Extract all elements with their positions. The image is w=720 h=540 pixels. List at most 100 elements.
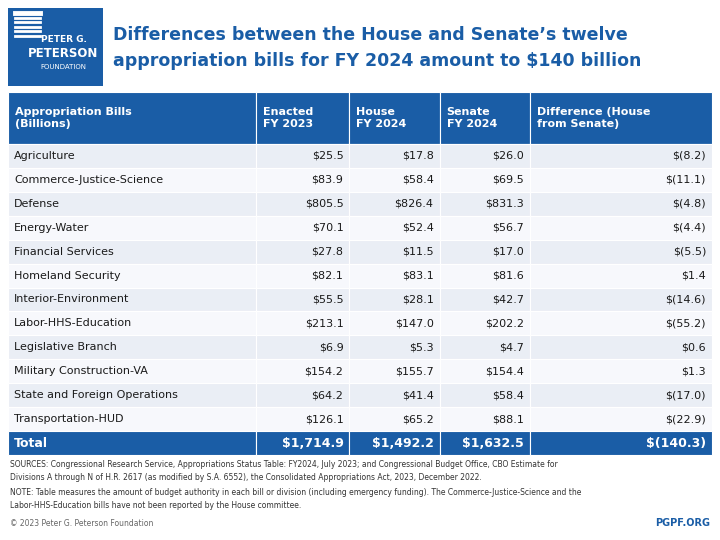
Text: $(5.5): $(5.5) (672, 247, 706, 256)
Text: $805.5: $805.5 (305, 199, 343, 209)
Text: $58.4: $58.4 (492, 390, 523, 400)
Text: $83.9: $83.9 (312, 175, 343, 185)
Text: Military Construction-VA: Military Construction-VA (14, 366, 148, 376)
Bar (256, 312, 349, 335)
Bar (530, 359, 712, 383)
Bar (349, 287, 439, 312)
Bar (349, 240, 439, 264)
Text: $(14.6): $(14.6) (665, 294, 706, 305)
Bar (530, 168, 712, 192)
Text: $6.9: $6.9 (319, 342, 343, 352)
Text: Total: Total (14, 436, 48, 449)
Bar (349, 312, 439, 335)
Text: $147.0: $147.0 (395, 319, 433, 328)
Bar (349, 192, 439, 216)
Text: $1.3: $1.3 (681, 366, 706, 376)
Bar (349, 407, 439, 431)
Bar (439, 312, 530, 335)
Text: $126.1: $126.1 (305, 414, 343, 424)
Text: $1,714.9: $1,714.9 (282, 436, 343, 449)
Bar (256, 359, 349, 383)
Text: $826.4: $826.4 (395, 199, 433, 209)
Text: $70.1: $70.1 (312, 222, 343, 233)
Text: $154.4: $154.4 (485, 366, 523, 376)
Text: $17.0: $17.0 (492, 247, 523, 256)
Text: Difference (House
from Senate): Difference (House from Senate) (536, 107, 650, 129)
Bar (8, 240, 256, 264)
Bar (8, 144, 256, 168)
Text: $52.4: $52.4 (402, 222, 433, 233)
Bar (439, 168, 530, 192)
Text: $58.4: $58.4 (402, 175, 433, 185)
Text: $(22.9): $(22.9) (665, 414, 706, 424)
Bar (8, 168, 256, 192)
Text: $154.2: $154.2 (305, 366, 343, 376)
Text: $155.7: $155.7 (395, 366, 433, 376)
Bar (530, 240, 712, 264)
Bar (439, 431, 530, 455)
Text: Senate
FY 2024: Senate FY 2024 (446, 107, 497, 129)
Bar (256, 264, 349, 287)
Bar (256, 383, 349, 407)
Text: $831.3: $831.3 (485, 199, 523, 209)
Bar (8, 264, 256, 287)
Text: $(11.1): $(11.1) (665, 175, 706, 185)
Bar (439, 359, 530, 383)
Bar (8, 287, 256, 312)
Text: $11.5: $11.5 (402, 247, 433, 256)
Bar (439, 335, 530, 359)
Text: $88.1: $88.1 (492, 414, 523, 424)
Text: $(4.8): $(4.8) (672, 199, 706, 209)
Text: $213.1: $213.1 (305, 319, 343, 328)
Text: PETERSON: PETERSON (28, 47, 99, 60)
Text: $25.5: $25.5 (312, 151, 343, 161)
Text: $56.7: $56.7 (492, 222, 523, 233)
Text: $1.4: $1.4 (681, 271, 706, 281)
Text: Commerce-Justice-Science: Commerce-Justice-Science (14, 175, 163, 185)
Text: Legislative Branch: Legislative Branch (14, 342, 117, 352)
Bar (256, 192, 349, 216)
Text: PGPF.ORG: PGPF.ORG (655, 518, 710, 528)
Text: $1,632.5: $1,632.5 (462, 436, 523, 449)
Bar (439, 287, 530, 312)
Bar (256, 431, 349, 455)
Text: $5.3: $5.3 (409, 342, 433, 352)
Text: Financial Services: Financial Services (14, 247, 114, 256)
Bar (530, 192, 712, 216)
Bar (349, 359, 439, 383)
Text: Differences between the House and Senate’s twelve
appropriation bills for FY 202: Differences between the House and Senate… (113, 26, 642, 70)
Bar (8, 335, 256, 359)
Bar (349, 92, 439, 144)
Text: $81.6: $81.6 (492, 271, 523, 281)
Text: © 2023 Peter G. Peterson Foundation: © 2023 Peter G. Peterson Foundation (10, 519, 153, 528)
Text: $(8.2): $(8.2) (672, 151, 706, 161)
Text: House
FY 2024: House FY 2024 (356, 107, 407, 129)
Bar (8, 192, 256, 216)
Text: $(140.3): $(140.3) (646, 436, 706, 449)
Bar (349, 383, 439, 407)
Bar (349, 431, 439, 455)
Bar (439, 92, 530, 144)
Text: Appropriation Bills
(Billions): Appropriation Bills (Billions) (15, 107, 132, 129)
Text: PETER G.: PETER G. (40, 35, 86, 44)
Bar (530, 92, 712, 144)
Text: $55.5: $55.5 (312, 294, 343, 305)
Text: $42.7: $42.7 (492, 294, 523, 305)
Bar (349, 216, 439, 240)
Text: $82.1: $82.1 (312, 271, 343, 281)
Bar (439, 192, 530, 216)
Text: $28.1: $28.1 (402, 294, 433, 305)
Bar (256, 240, 349, 264)
Text: $17.8: $17.8 (402, 151, 433, 161)
Bar (439, 407, 530, 431)
Bar (256, 92, 349, 144)
Text: State and Foreign Operations: State and Foreign Operations (14, 390, 178, 400)
Text: $(4.4): $(4.4) (672, 222, 706, 233)
Bar (530, 264, 712, 287)
Text: $4.7: $4.7 (499, 342, 523, 352)
Bar (439, 216, 530, 240)
Text: Homeland Security: Homeland Security (14, 271, 121, 281)
Text: Defense: Defense (14, 199, 60, 209)
Bar (8, 216, 256, 240)
Bar (256, 216, 349, 240)
